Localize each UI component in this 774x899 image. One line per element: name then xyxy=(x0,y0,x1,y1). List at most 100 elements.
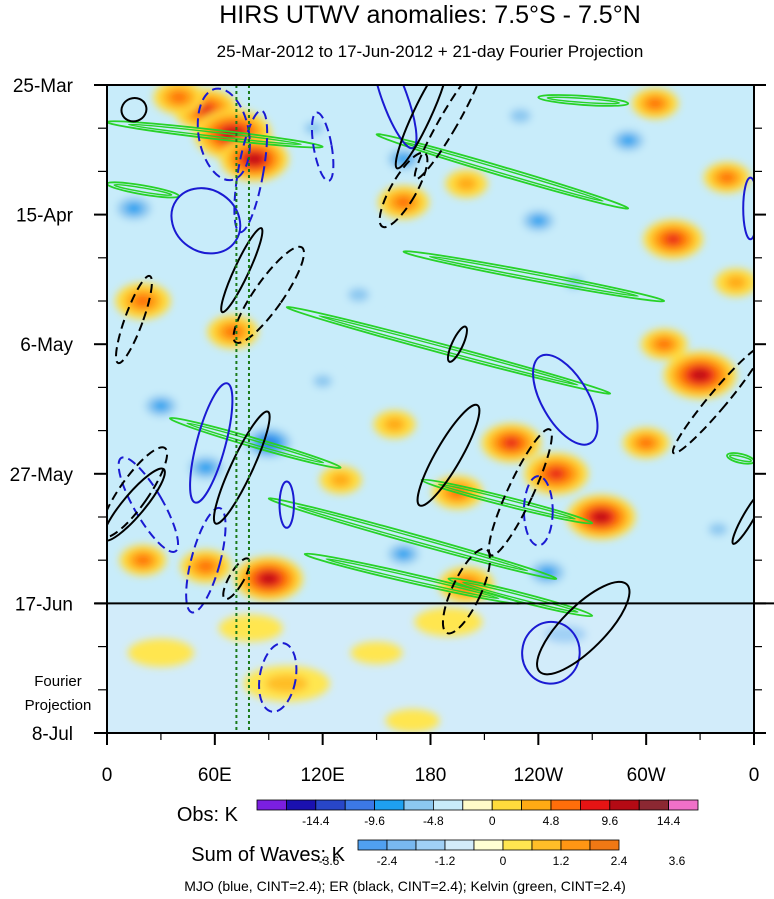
kelvin-contours xyxy=(107,94,754,618)
projection-anomaly-cell xyxy=(265,674,309,693)
kelvin-contour xyxy=(107,120,324,149)
kelvin-contour xyxy=(296,505,529,572)
kelvin-contour xyxy=(113,183,173,196)
obs-anomaly-cell xyxy=(330,472,352,487)
projection-anomaly-cell xyxy=(692,678,745,701)
obs-anomaly-cell xyxy=(620,135,636,146)
obs-colorbar-tick-label: -4.8 xyxy=(423,814,444,828)
obs-anomaly-cell xyxy=(708,523,728,536)
waves-colorbar-label: Sum of Waves: K xyxy=(191,844,345,866)
obs-anomaly-cell xyxy=(197,104,214,115)
waves-colorbar-tick-label: -3.6 xyxy=(319,854,340,868)
er-contour xyxy=(120,96,148,123)
waves-colorbar-box xyxy=(502,839,533,851)
obs-colorbar-box xyxy=(491,799,523,811)
obs-anomaly-cell xyxy=(313,374,333,388)
obs-colorbar: Obs: K -14.4 -9.6 -4.8 0 4.8 9.6 14.4 xyxy=(177,799,699,828)
obs-anomaly-cell xyxy=(509,108,531,123)
obs-anomaly-cell xyxy=(503,438,519,448)
obs-anomaly-cell xyxy=(719,172,735,183)
er-contour xyxy=(394,85,449,170)
er-contour xyxy=(446,325,468,363)
obs-colorbar-box xyxy=(580,799,611,811)
projection-anomaly-field xyxy=(107,603,754,733)
obs-anomaly-cell xyxy=(224,326,242,338)
y-axis: 25-Mar 15-Apr 6-May 27-May 17-Jun 8-Jul xyxy=(10,76,766,745)
mjo-contour xyxy=(521,620,581,685)
waves-colorbar-tick-label: -1.2 xyxy=(435,854,456,868)
er-contour xyxy=(222,557,251,601)
er-contour xyxy=(671,345,754,455)
obs-colorbar-tick-label: -14.4 xyxy=(302,814,330,828)
obs-colorbar-box xyxy=(638,799,670,811)
obs-anomaly-cell xyxy=(153,400,169,412)
y-tick-label: 27-May xyxy=(10,465,74,486)
obs-colorbar-tick-label: 4.8 xyxy=(543,814,560,828)
obs-anomaly-cell xyxy=(692,370,708,380)
waves-colorbar-tick-label: 3.6 xyxy=(669,854,686,868)
er-contour xyxy=(212,410,271,525)
obs-anomaly-cell xyxy=(548,468,565,480)
mjo-contour xyxy=(185,506,227,614)
waves-colorbar-box xyxy=(415,839,446,851)
obs-anomaly-cell xyxy=(395,548,412,560)
x-tick-label: 0 xyxy=(749,765,760,786)
projection-anomaly-cell xyxy=(127,638,194,667)
mjo-contour xyxy=(742,176,754,241)
waves-colorbar-box xyxy=(560,839,591,851)
kelvin-contour xyxy=(267,497,558,580)
kelvin-contour xyxy=(462,581,579,613)
er-contour xyxy=(232,245,305,344)
mjo-contour xyxy=(310,111,335,182)
kelvin-contour xyxy=(168,416,342,469)
obs-colorbar-box xyxy=(403,799,434,811)
y-tick-label: 6-May xyxy=(20,335,73,356)
kelvin-contour xyxy=(537,94,630,107)
kelvin-contour xyxy=(428,255,639,297)
er-contour xyxy=(416,403,481,507)
obs-anomaly-cell xyxy=(135,555,151,566)
projection-anomaly-cell xyxy=(218,614,283,642)
obs-colorbar-box xyxy=(315,799,346,811)
er-contour xyxy=(378,151,429,229)
obs-colorbar-box xyxy=(521,799,552,811)
er-contour xyxy=(115,274,153,365)
obs-anomaly-cell xyxy=(656,339,672,350)
projection-label-line2: Projection xyxy=(25,697,92,714)
obs-anomaly-cell xyxy=(665,234,681,245)
y-tick-label: 8-Jul xyxy=(32,724,73,745)
projection-anomaly-cell xyxy=(149,689,208,715)
waves-colorbar-box xyxy=(473,839,504,851)
obs-colorbar-box xyxy=(374,799,405,811)
y-tick-label: 15-Apr xyxy=(16,206,74,227)
waves-colorbar-box xyxy=(444,839,475,851)
obs-anomaly-cell xyxy=(467,333,502,356)
mjo-contour xyxy=(117,456,180,553)
obs-anomaly-cell xyxy=(647,98,663,109)
plot-area xyxy=(107,85,754,733)
er-contour xyxy=(107,467,166,542)
x-tick-label: 60W xyxy=(627,765,666,786)
projection-anomaly-cell xyxy=(457,690,512,714)
mjo-contour xyxy=(278,480,295,529)
obs-anomaly-cell xyxy=(170,91,188,103)
chart-subtitle: 25-Mar-2012 to 17-Jun-2012 + 21-day Four… xyxy=(217,42,644,61)
x-tick-label: 60E xyxy=(198,765,232,786)
x-tick-label: 0 xyxy=(102,765,113,786)
obs-anomaly-cell xyxy=(638,437,654,449)
er-contours xyxy=(107,85,754,676)
obs-colorbar-box xyxy=(256,799,287,811)
reference-longitude-lines xyxy=(235,85,250,733)
er-contour xyxy=(413,85,484,180)
obs-anomaly-cell xyxy=(395,196,413,208)
er-contour xyxy=(441,547,491,635)
kelvin-contour xyxy=(546,96,620,105)
mjo-contours xyxy=(117,85,754,713)
mjo-contour xyxy=(371,85,418,150)
obs-anomaly-cell xyxy=(530,215,547,226)
obs-colorbar-box xyxy=(285,799,317,811)
waves-colorbar-box xyxy=(589,839,620,851)
waves-colorbar-tick-label: 0 xyxy=(500,854,507,868)
mjo-contour xyxy=(170,187,242,255)
